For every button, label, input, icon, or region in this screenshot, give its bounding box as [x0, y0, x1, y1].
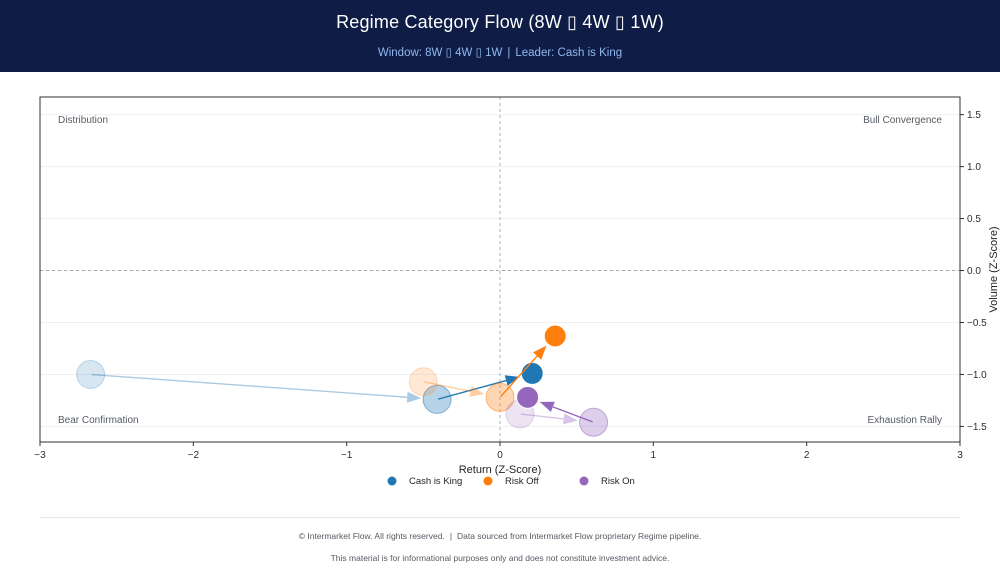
- legend-label-risk-on: Risk On: [601, 476, 635, 487]
- x-tick-label-4: 1: [651, 450, 657, 461]
- legend: Cash is King Risk Off Risk On: [387, 476, 635, 487]
- legend-label-cash-is-king: Cash is King: [409, 476, 462, 487]
- window-label: Window: 8W ▯ 4W ▯ 1W: [377, 47, 503, 59]
- footer-divider: [40, 517, 960, 518]
- leader-label: Leader: Cash is King: [515, 47, 623, 59]
- plot-area: [40, 97, 960, 442]
- regime-flow-chart: Distribution Bull Convergence Bear Confirm…: [34, 96, 1000, 487]
- y-tick-label-1: 1.0: [967, 162, 981, 173]
- header-banner: Regime Category Flow (8W ▯ 4W ▯ 1W) Wind…: [0, 0, 1000, 72]
- arrow-risk-on-8w-4w-shaft: [520, 413, 564, 420]
- x-tick-label-3: 0: [497, 450, 503, 461]
- y-tick-label-5: −1.0: [967, 370, 987, 381]
- page-title: Regime Category Flow (8W ▯ 4W ▯ 1W): [336, 12, 664, 32]
- arrow-cash-is-king-4w-1w-head: [504, 375, 520, 386]
- x-tick-label-1: −2: [188, 450, 200, 461]
- legend-marker-risk-off: [483, 476, 493, 486]
- arrow-risk-on-4w-1w-head: [539, 401, 555, 413]
- page-subtitle: Window: 8W ▯ 4W ▯ 1W | Leader: Cash is Kin…: [0, 45, 1000, 59]
- point-risk-off-8w: [408, 367, 438, 397]
- arrow-risk-off-8w-4w-head: [469, 385, 485, 397]
- arrow-risk-off-4w-1w-shaft: [500, 355, 538, 398]
- arrow-risk-off-4w-1w-head: [533, 345, 547, 360]
- point-risk-off-1w: [543, 324, 567, 348]
- arrow-cash-is-king-8w-4w-shaft: [91, 373, 408, 398]
- y-tick-label-3: 0.0: [967, 266, 981, 277]
- footer-copyright-line: © Intermarket Flow. All rights reserved.…: [0, 531, 1000, 541]
- y-axis-label: Volume (Z-Score): [988, 226, 1000, 312]
- x-tick-label-5: 2: [804, 450, 810, 461]
- y-tick-label-0: 1.5: [967, 110, 981, 121]
- x-axis-label: Return (Z-Score): [459, 464, 542, 476]
- legend-label-risk-off: Risk Off: [505, 476, 539, 487]
- x-tick-label-2: −1: [341, 450, 353, 461]
- point-cash-is-king-8w: [76, 359, 106, 389]
- subtitle-separator: |: [507, 47, 511, 59]
- legend-marker-cash-is-king: [387, 476, 397, 486]
- legend-marker-risk-on: [579, 476, 589, 486]
- data-layer: [76, 324, 609, 437]
- x-tick-label-0: −3: [34, 450, 46, 461]
- quadrant-label-bottom-right: Exhaustion Rally: [868, 415, 942, 426]
- quadrant-label-top-right: Bull Convergence: [863, 115, 942, 126]
- y-tick-label-6: −1.5: [967, 422, 987, 433]
- y-tick-label-2: 0.5: [967, 214, 981, 225]
- arrow-cash-is-king-8w-4w-head: [406, 391, 422, 403]
- footer-source: Data sourced from Intermarket Flow propr…: [457, 531, 702, 541]
- arrow-risk-on-8w-4w-head: [563, 413, 578, 425]
- footer-separator: |: [449, 531, 453, 541]
- arrow-risk-off-8w-4w-shaft: [424, 381, 471, 393]
- footer-disclaimer: This material is for informational purpo…: [330, 553, 670, 563]
- point-risk-on-1w: [516, 385, 540, 409]
- footer-copyright: © Intermarket Flow. All rights reserved.: [298, 531, 445, 541]
- arrow-risk-on-4w-1w-shaft: [552, 406, 593, 423]
- point-cash-is-king-4w: [422, 384, 452, 414]
- quadrant-label-top-left: Distribution: [58, 115, 108, 126]
- point-cash-is-king-1w: [520, 361, 544, 385]
- arrow-cash-is-king-4w-1w-shaft: [437, 379, 507, 400]
- quadrant-label-bottom-left: Bear Confirmation: [58, 415, 139, 426]
- y-tick-label-4: −0.5: [967, 318, 987, 329]
- point-risk-on-4w: [579, 407, 609, 437]
- x-tick-label-6: 3: [957, 450, 963, 461]
